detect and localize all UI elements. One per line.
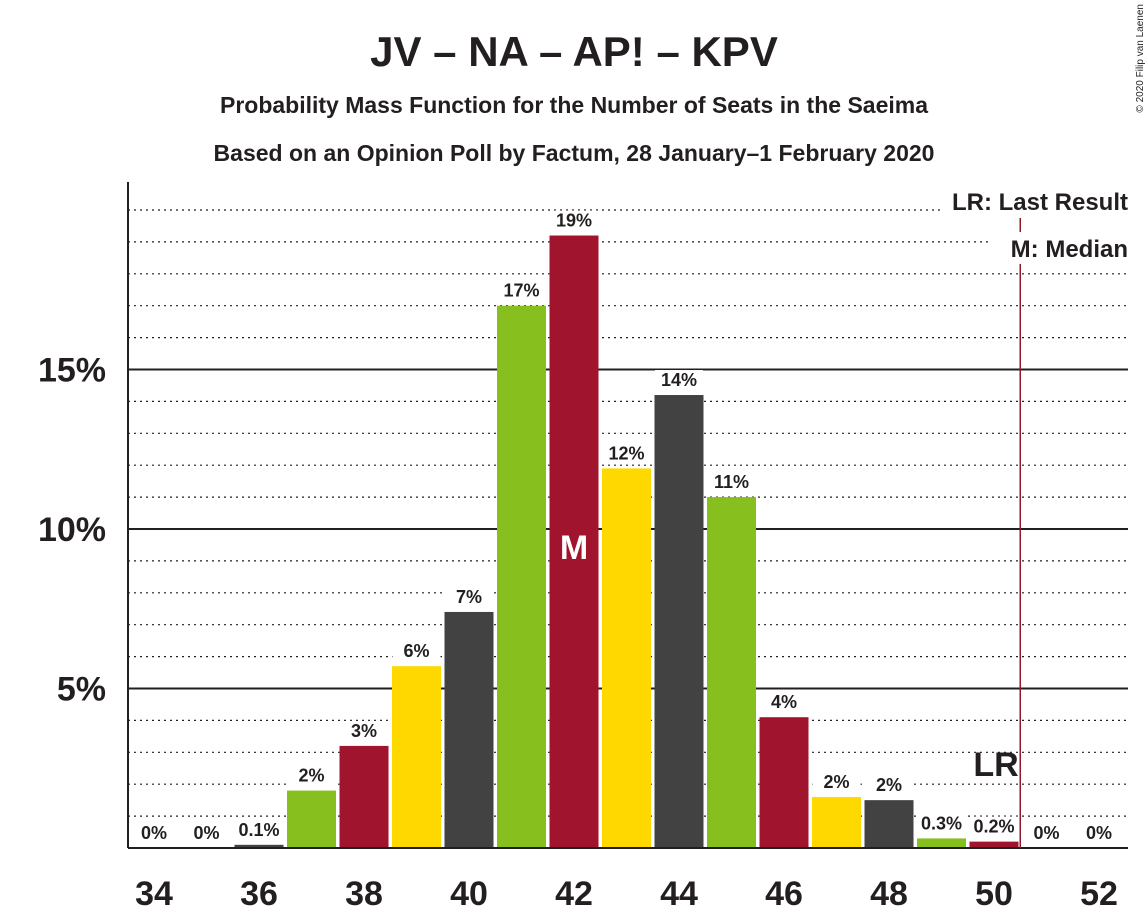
data-label-seat-43: 12% <box>608 443 644 463</box>
data-labels: 0% 0% 0.1% 2% 3% 6% 7% 17% 19% 12% 14% 11% 4% 2% 2% 0.3… <box>130 210 1123 843</box>
x-tick-label: 42 <box>555 875 593 913</box>
data-label-seat-48: 2% <box>876 775 902 795</box>
data-label-bg <box>130 823 178 843</box>
data-label-bg <box>655 370 703 391</box>
x-tick-label: 52 <box>1080 875 1118 913</box>
data-label-seat-38: 3% <box>351 721 377 741</box>
data-label-seat-44: 14% <box>661 370 697 390</box>
bar-seat-41 <box>497 305 546 848</box>
x-tick-labels: 34 36 38 40 42 44 46 48 50 52 <box>135 875 1118 913</box>
data-label-bg <box>497 280 546 301</box>
data-label-bg <box>182 823 231 843</box>
chart-title: JV – NA – AP! – KPV <box>370 28 778 75</box>
data-label-bg <box>550 210 598 231</box>
data-label-bg <box>812 771 861 792</box>
data-label-seat-50: 0.2% <box>973 817 1014 837</box>
data-label-seat-49: 0.3% <box>921 813 962 833</box>
legend-median: M: Median <box>1011 236 1128 263</box>
bar-seat-44 <box>654 395 704 848</box>
bar-seat-46 <box>759 717 809 848</box>
x-tick-label: 36 <box>240 875 278 913</box>
median-label: M <box>560 529 588 567</box>
markers: LR M <box>560 182 1021 848</box>
data-label-seat-52: 0% <box>1086 823 1112 843</box>
bar-seat-43 <box>602 468 651 848</box>
bar-seat-37 <box>287 790 336 848</box>
bars <box>234 235 1019 848</box>
data-label-bg <box>865 775 913 796</box>
bar-seat-50 <box>969 841 1019 848</box>
data-label-seat-36: 0.1% <box>238 820 279 840</box>
data-label-bg <box>602 443 651 464</box>
data-label-bg <box>392 641 441 662</box>
chart-source-line: Based on an Opinion Poll by Factum, 28 J… <box>214 140 935 166</box>
bar-seat-40 <box>444 611 494 848</box>
data-label-bg <box>1022 823 1071 843</box>
x-tick-label: 46 <box>765 875 803 913</box>
bar-seat-38 <box>339 745 389 848</box>
data-label-bg <box>760 692 808 713</box>
bar-seat-49 <box>917 838 966 848</box>
data-label-seat-51: 0% <box>1033 823 1059 843</box>
x-tick-label: 48 <box>870 875 908 913</box>
data-label-bg <box>917 813 966 834</box>
y-tick-label: 15% <box>38 352 106 390</box>
x-tick-label: 40 <box>450 875 488 913</box>
data-label-bg <box>707 472 756 493</box>
data-label-seat-39: 6% <box>403 641 429 661</box>
legend-median-bg <box>990 232 1130 264</box>
x-tick-label: 44 <box>660 875 698 913</box>
y-tick-labels: 5% 10% 15% <box>38 352 106 709</box>
data-label-seat-42: 19% <box>556 211 592 231</box>
x-tick-label: 34 <box>135 875 173 913</box>
legend-last-result: LR: Last Result <box>952 189 1128 216</box>
data-label-seat-35: 0% <box>193 823 219 843</box>
bar-seat-42 <box>549 235 599 848</box>
bar-seat-39 <box>392 666 441 848</box>
axes <box>127 182 1128 849</box>
x-tick-label: 38 <box>345 875 383 913</box>
chart-subtitle: Probability Mass Function for the Number… <box>220 92 928 118</box>
data-label-seat-47: 2% <box>823 772 849 792</box>
bar-seat-45 <box>707 497 756 848</box>
data-label-seat-41: 17% <box>503 281 539 301</box>
legend-lr-bg <box>940 182 1130 218</box>
data-label-seat-45: 11% <box>714 472 749 492</box>
bar-seat-48 <box>864 800 914 848</box>
data-label-bg <box>287 765 336 786</box>
y-tick-label: 5% <box>57 671 106 709</box>
last-result-label: LR <box>973 746 1018 784</box>
data-label-seat-37: 2% <box>298 766 324 786</box>
data-label-seat-40: 7% <box>456 587 482 607</box>
data-label-bg <box>1075 823 1123 843</box>
bar-seat-47 <box>812 796 861 848</box>
data-label-seat-46: 4% <box>771 692 797 712</box>
data-label-bg <box>340 720 388 741</box>
bar-seat-36 <box>234 844 284 848</box>
data-label-bg <box>445 586 493 607</box>
data-label-bg <box>235 819 283 840</box>
data-label-bg <box>970 816 1018 837</box>
x-tick-label: 50 <box>975 875 1013 913</box>
y-tick-label: 10% <box>38 511 106 549</box>
copyright-notice: © 2020 Filip van Laenen <box>1135 4 1146 113</box>
data-label-seat-34: 0% <box>141 823 167 843</box>
